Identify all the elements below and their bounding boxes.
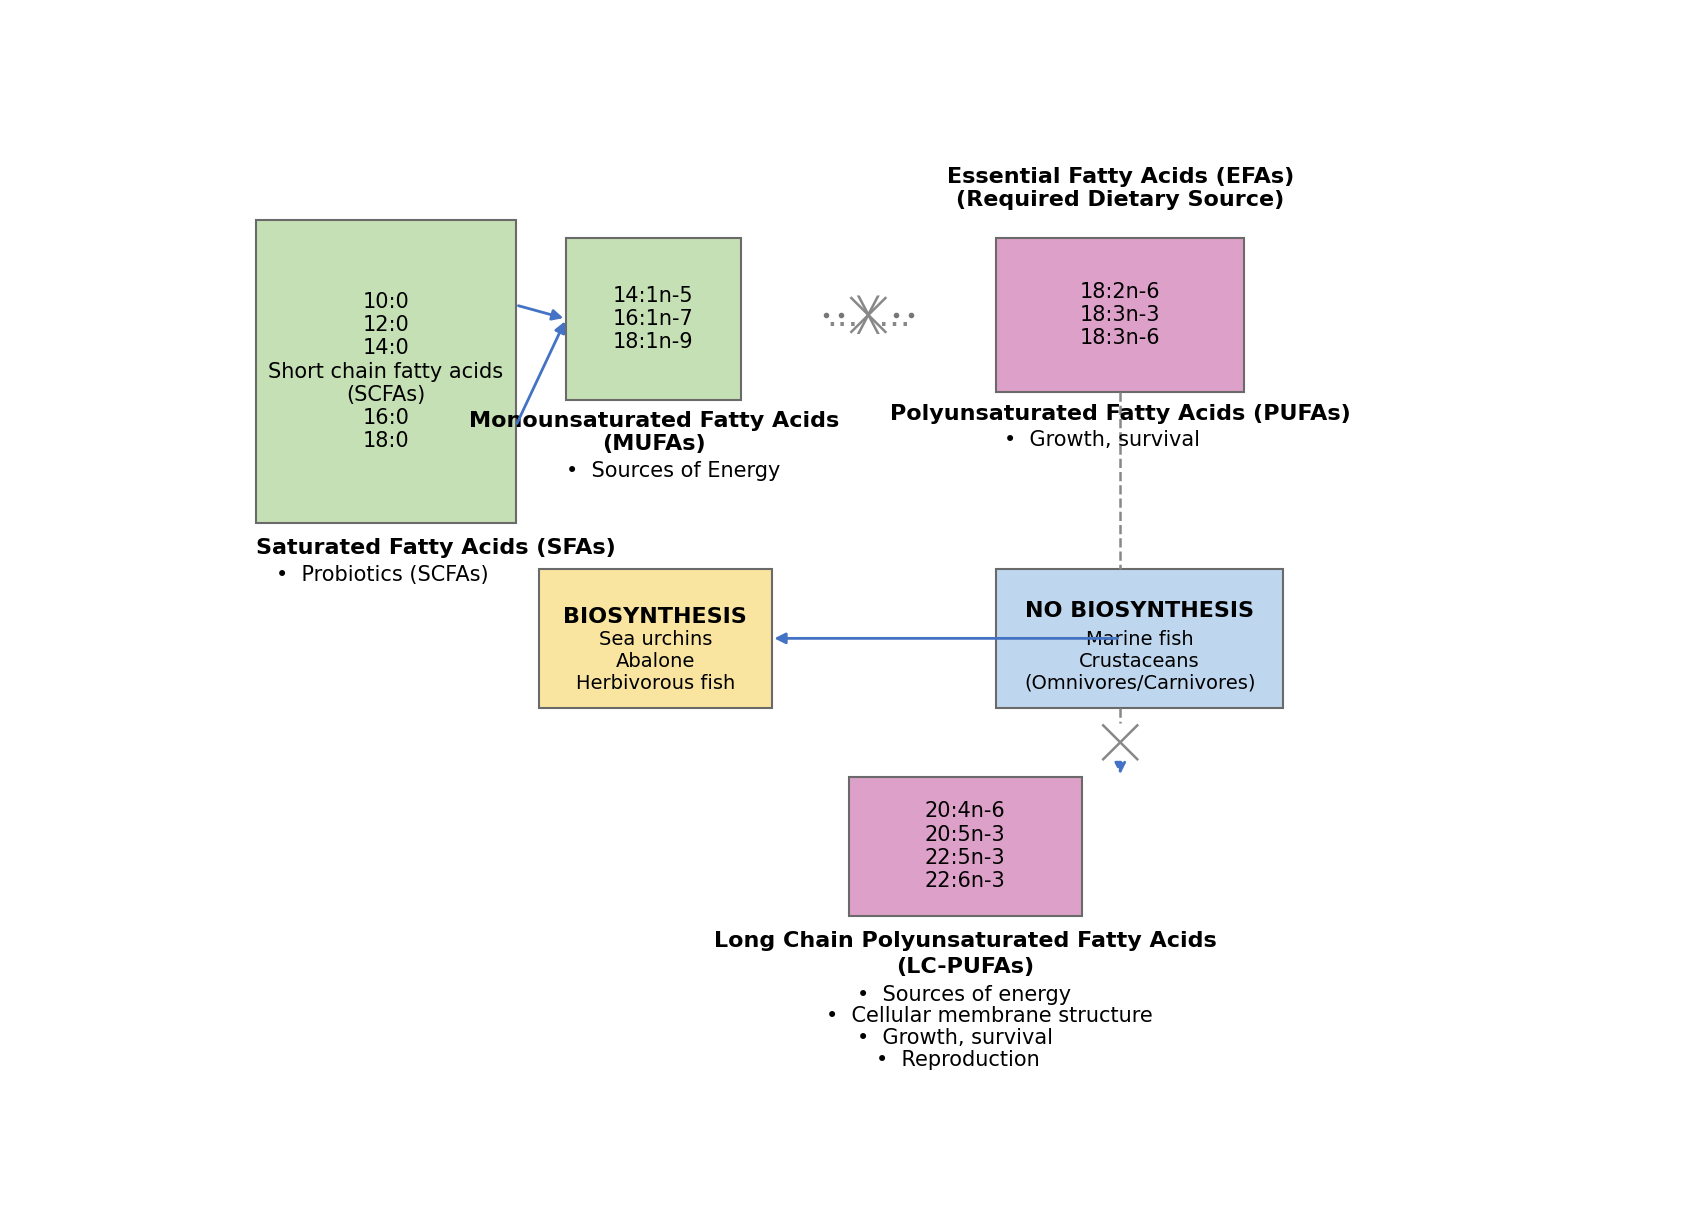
Text: NO BIOSYNTHESIS: NO BIOSYNTHESIS [1024, 602, 1253, 621]
FancyBboxPatch shape [995, 569, 1282, 707]
FancyBboxPatch shape [565, 238, 741, 399]
Text: 14:1n-5
16:1n-7
18:1n-9: 14:1n-5 16:1n-7 18:1n-9 [613, 285, 693, 352]
Text: Saturated Fatty Acids (SFAs): Saturated Fatty Acids (SFAs) [256, 539, 616, 558]
Text: Polyunsaturated Fatty Acids (PUFAs): Polyunsaturated Fatty Acids (PUFAs) [889, 404, 1350, 423]
FancyBboxPatch shape [256, 221, 516, 523]
Text: (LC-PUFAs): (LC-PUFAs) [896, 957, 1034, 978]
Text: •  Growth, survival: • Growth, survival [1004, 431, 1200, 450]
Text: Essential Fatty Acids (EFAs): Essential Fatty Acids (EFAs) [946, 167, 1294, 187]
Text: •  Sources of energy: • Sources of energy [857, 985, 1070, 1004]
Text: Long Chain Polyunsaturated Fatty Acids: Long Chain Polyunsaturated Fatty Acids [714, 930, 1215, 951]
Text: •  Growth, survival: • Growth, survival [857, 1027, 1052, 1048]
Text: •  Cellular membrane structure: • Cellular membrane structure [824, 1007, 1152, 1026]
Text: ...╳...: ...╳... [826, 296, 910, 335]
Text: •  Sources of Energy: • Sources of Energy [565, 461, 780, 482]
Text: Sea urchins
Abalone
Herbivorous fish: Sea urchins Abalone Herbivorous fish [575, 630, 734, 693]
Text: •  Reproduction: • Reproduction [876, 1049, 1040, 1070]
Text: BIOSYNTHESIS: BIOSYNTHESIS [563, 606, 746, 627]
Text: 20:4n-6
20:5n-3
22:5n-3
22:6n-3: 20:4n-6 20:5n-3 22:5n-3 22:6n-3 [923, 802, 1005, 892]
Text: (MUFAs): (MUFAs) [601, 434, 705, 455]
FancyBboxPatch shape [995, 238, 1243, 392]
FancyBboxPatch shape [848, 778, 1081, 916]
Text: (Required Dietary Source): (Required Dietary Source) [956, 190, 1284, 210]
Text: 10:0
12:0
14:0
Short chain fatty acids
(SCFAs)
16:0
18:0: 10:0 12:0 14:0 Short chain fatty acids (… [268, 292, 504, 451]
FancyBboxPatch shape [539, 569, 772, 707]
Text: •  Probiotics (SCFAs): • Probiotics (SCFAs) [275, 565, 488, 585]
Text: ╳: ╳ [830, 290, 906, 340]
Text: 18:2n-6
18:3n-3
18:3n-6: 18:2n-6 18:3n-3 18:3n-6 [1079, 281, 1159, 348]
Text: Marine fish
Crustaceans
(Omnivores/Carnivores): Marine fish Crustaceans (Omnivores/Carni… [1022, 630, 1255, 693]
Text: Monounsaturated Fatty Acids: Monounsaturated Fatty Acids [468, 411, 838, 431]
